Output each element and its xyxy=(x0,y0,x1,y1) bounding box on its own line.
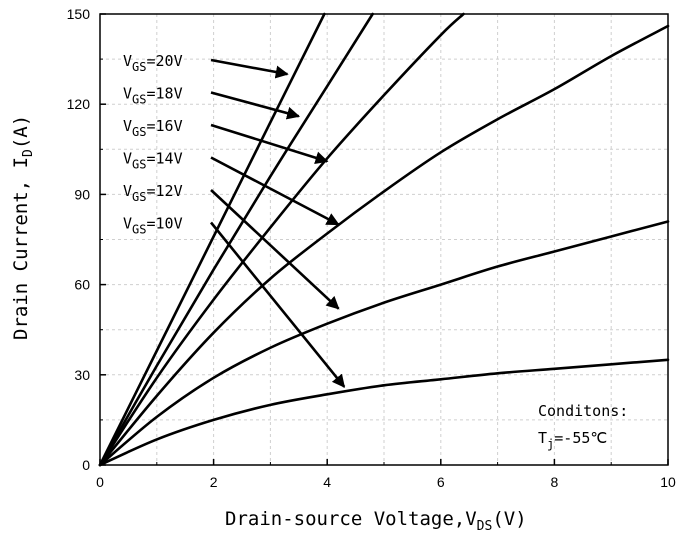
y-tick-label: 90 xyxy=(74,186,90,202)
series-line-1 xyxy=(98,12,374,467)
x-tick-label: 2 xyxy=(210,474,218,490)
y-tick-label: 60 xyxy=(74,277,90,293)
series-labels: VGS=20V VGS=18V VGS=16V VGS=14V VGS=12V VGS=1… xyxy=(123,52,183,237)
series-arrow-5 xyxy=(209,221,346,388)
x-tick-label: 0 xyxy=(96,474,104,490)
x-tick-label: 8 xyxy=(551,474,559,490)
ticks: 0 2 4 6 8 10 0 30 60 90 120 150 xyxy=(67,6,676,490)
series-line-5 xyxy=(98,358,670,467)
conditions-label: Conditons: xyxy=(538,402,628,420)
y-tick-label: 30 xyxy=(74,367,90,383)
series-label-2: VGS=16V xyxy=(123,117,183,139)
y-axis-title: Drain Current, ID(A) xyxy=(10,115,36,340)
series-label-5: VGS=10V xyxy=(123,215,183,237)
y-tick-label: 150 xyxy=(67,6,91,22)
arrows xyxy=(209,58,346,388)
y-tick-label: 120 xyxy=(67,96,91,112)
series-arrow-2 xyxy=(210,123,329,165)
grid xyxy=(100,14,668,465)
series-label-0: VGS=20V xyxy=(123,52,183,74)
x-tick-label: 10 xyxy=(660,474,676,490)
series-arrow-3 xyxy=(210,156,340,226)
series-line-3 xyxy=(98,24,670,467)
temperature-label: Tj=-55℃ xyxy=(538,429,607,451)
x-tick-label: 4 xyxy=(323,474,331,490)
series-arrow-1 xyxy=(210,91,301,120)
series-line-4 xyxy=(98,220,670,467)
series-label-4: VGS=12V xyxy=(123,182,183,204)
series-line-0 xyxy=(98,12,326,467)
x-tick-label: 6 xyxy=(437,474,445,490)
series-arrow-4 xyxy=(210,189,340,310)
series-arrow-0 xyxy=(210,58,289,79)
series-line-2 xyxy=(98,12,465,467)
series-label-3: VGS=14V xyxy=(123,150,183,172)
curves xyxy=(98,12,670,467)
x-axis-title: Drain-source Voltage,VDS(V) xyxy=(225,508,527,533)
series-label-1: VGS=18V xyxy=(123,85,183,107)
y-tick-label: 0 xyxy=(82,457,90,473)
